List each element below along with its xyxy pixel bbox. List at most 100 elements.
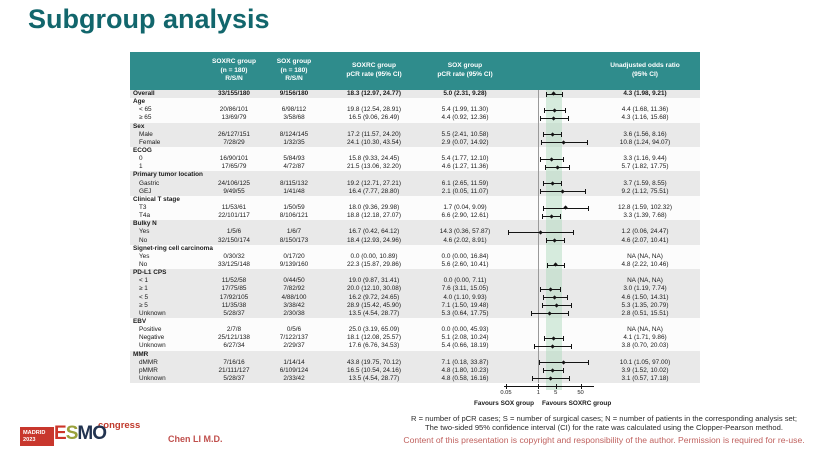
reference-line-or-1: [538, 90, 540, 99]
ci-cap-right: [563, 262, 565, 268]
row-label: Negative: [139, 334, 165, 342]
overall-ci-band: [545, 269, 563, 278]
group-label: MMR: [133, 350, 149, 358]
reference-line-or-1: [538, 130, 540, 139]
soxrc-pcr: 0.0 (0.00, 10.89): [350, 252, 398, 260]
ci-cap-right: [569, 376, 571, 382]
reference-line-or-1: [538, 203, 540, 213]
row-label: ≥ 1: [139, 285, 148, 293]
reference-line-or-1: [538, 171, 540, 180]
soxrc-pcr: 16.2 (9.72, 24.65): [348, 293, 400, 301]
sox-rsn: 5/84/93: [283, 155, 305, 163]
ci-cap-right: [567, 295, 569, 301]
overall-ci-band: [545, 146, 563, 156]
forest-cell: [506, 203, 590, 213]
madrid-2023-badge: MADRID 2023: [20, 427, 54, 446]
row-label: Positive: [139, 326, 162, 334]
subgroup-table: SOXRC group (n = 180) R/S/N SOX group (n = 1…: [130, 52, 700, 410]
group-header-row: EBV: [130, 317, 700, 327]
footnotes: R = number of pCR cases; S = number of s…: [378, 414, 830, 445]
favours-right-label: Favours SOXRC group: [542, 400, 612, 408]
soxrc-rsn: 13/69/79: [221, 114, 247, 122]
row-label: 1: [139, 163, 143, 171]
sox-rsn: 8/124/145: [279, 130, 309, 138]
sox-rsn: 3/58/68: [283, 114, 305, 122]
overall-ci-band: [545, 122, 563, 131]
sox-pcr: 5.3 (0.64, 17.75): [441, 309, 489, 317]
table-row: 1 17/65/79 4/72/87 21.5 (13.06, 32.20) 4.6 (…: [130, 163, 700, 172]
soxrc-rsn: 17/65/79: [221, 163, 247, 171]
soxrc-pcr: 18.4 (12.93, 24.96): [346, 236, 401, 244]
group-header-row: Bulky N: [130, 220, 700, 229]
empty-cell: [324, 383, 424, 400]
soxrc-rsn: 32/150/174: [218, 236, 250, 244]
ci-cap-left: [532, 376, 534, 382]
reference-line-or-1: [538, 366, 540, 375]
row-label: < 5: [139, 293, 149, 301]
sox-rsn: 1/32/35: [283, 138, 305, 146]
row-label: No: [139, 236, 148, 244]
sox-pcr: 5.1 (2.08, 10.24): [441, 334, 489, 342]
soxrc-pcr: 15.8 (9.33, 24.45): [348, 155, 400, 163]
overall-ci-band: [545, 195, 563, 204]
soxrc-rsn: 20/86/101: [219, 106, 249, 114]
soxrc-rsn: 1/5/6: [226, 228, 242, 236]
sox-rsn: 1/6/7: [286, 228, 302, 236]
ci-cap-left: [543, 132, 545, 138]
group-header-row: Signet-ring cell carcinoma: [130, 244, 700, 253]
ci-cap-right: [585, 189, 586, 195]
table-row: Gastric 24/106/125 8/115/132 19.2 (12.71, 2…: [130, 179, 700, 188]
footnote-copyright: Content of this presentation is copyrigh…: [403, 434, 805, 445]
forest-cell: [506, 228, 590, 237]
odds-ratio-value: 2.8 (0.51, 15.51): [621, 309, 669, 317]
reference-line-or-1: [538, 260, 540, 270]
forest-cell: [506, 277, 590, 286]
ci-cap-left: [546, 238, 548, 244]
ci-cap-left: [546, 262, 548, 268]
table-row: Female 7/28/29 1/32/35 24.1 (10.30, 43.54) 2…: [130, 138, 700, 147]
soxrc-pcr: 16.4 (7.77, 28.80): [348, 187, 400, 195]
table-row: Unknown 5/28/37 2/30/38 13.5 (4.54, 28.77) 5…: [130, 309, 700, 318]
overall-ci-band: [545, 277, 563, 286]
forest-cell: [506, 114, 590, 123]
forest-cell: [506, 130, 590, 139]
sox-rsn: 4/88/100: [281, 293, 307, 301]
row-label: < 1: [139, 277, 149, 285]
odds-ratio-value: 9.2 (1.12, 75.51): [621, 187, 669, 195]
empty-cell: [204, 383, 264, 400]
forest-cell: [506, 146, 590, 156]
sox-pcr: 2.1 (0.05, 11.07): [441, 187, 489, 195]
esmo-letter-o: O: [92, 423, 107, 444]
odds-ratio-value: NA (NA, NA): [627, 277, 663, 285]
soxrc-rsn: 5/28/37: [223, 374, 245, 382]
soxrc-rsn: 7/16/16: [223, 358, 245, 366]
soxrc-pcr: 22.3 (15.87, 29.86): [346, 261, 401, 269]
ci-cap-left: [544, 164, 546, 170]
soxrc-pcr: 43.8 (19.75, 70.12): [346, 358, 401, 366]
table-row: Male 26/127/151 8/124/145 17.2 (11.57, 24.2…: [130, 130, 700, 139]
ci-cap-left: [541, 303, 543, 309]
reference-line-or-1: [538, 269, 540, 278]
soxrc-rsn: 33/155/180: [218, 90, 250, 98]
axis-tick-label: 1: [536, 390, 540, 397]
sox-pcr: 4.4 (0.92, 12.36): [441, 114, 489, 122]
sox-rsn: 4/72/87: [283, 163, 305, 171]
table-row: Yes 1/5/6 1/6/7 16.7 (0.42, 64.12) 14.3 (0.3…: [130, 228, 700, 237]
sox-pcr: 4.6 (2.02, 8.91): [443, 236, 487, 244]
reference-line-or-1: [538, 106, 540, 115]
group-header-row: Primary tumor location: [130, 171, 700, 180]
reference-line-or-1: [538, 163, 540, 172]
forest-cell: [506, 220, 590, 229]
sox-rsn: 7/122/137: [279, 334, 309, 342]
reference-line-or-1: [538, 277, 540, 286]
soxrc-rsn: 6/27/34: [223, 342, 245, 350]
row-label: Unknown: [139, 309, 166, 317]
odds-ratio-value: 10.1 (1.05, 97.00): [619, 358, 671, 366]
odds-ratio-value: 5.7 (1.82, 17.75): [621, 163, 669, 171]
reference-line-or-1: [538, 114, 540, 123]
esmo-letter-m: M: [77, 423, 93, 444]
forest-cell: [506, 98, 590, 107]
ci-cap-left: [543, 107, 545, 113]
table-row: ≥ 1 17/75/85 7/82/92 20.0 (12.10, 30.08) 7.6…: [130, 285, 700, 294]
soxrc-rsn: 2/7/8: [226, 326, 242, 334]
